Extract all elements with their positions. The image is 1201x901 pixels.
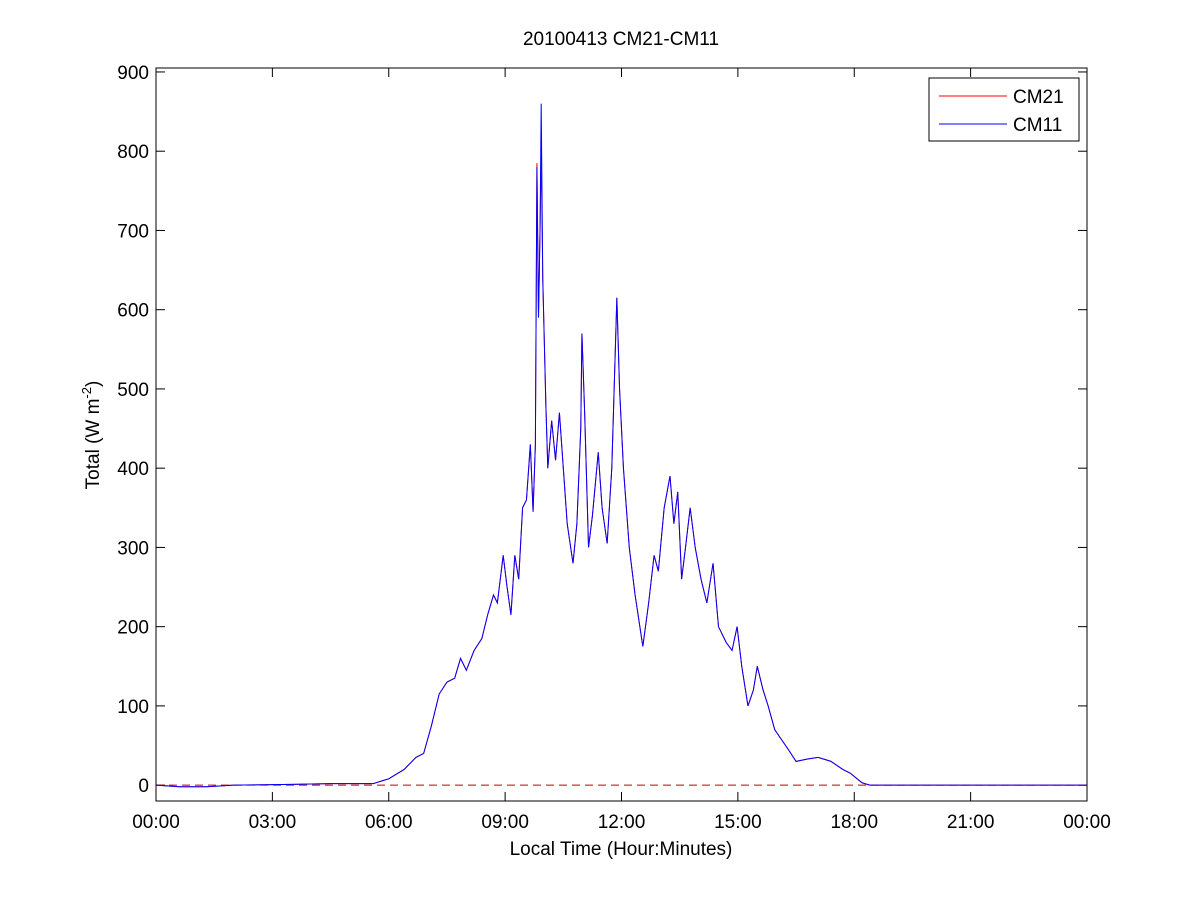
y-axis-label-text: Total (W m (83, 399, 104, 490)
x-tick-label: 15:00 (714, 812, 762, 833)
legend-label: CM11 (1013, 115, 1062, 136)
y-tick-label: 0 (138, 776, 149, 797)
legend-box (928, 77, 1080, 142)
y-tick-label: 200 (117, 618, 149, 639)
y-axis-label-sup: -2 (79, 387, 94, 399)
chart-title: 20100413 CM21-CM11 (523, 29, 719, 50)
x-tick-label: 00:00 (132, 812, 180, 833)
y-tick-label: 500 (117, 380, 149, 401)
axes-box (155, 67, 1088, 802)
x-tick-label: 21:00 (947, 812, 995, 833)
y-tick-label: 700 (117, 221, 149, 242)
x-tick-label: 00:00 (1063, 812, 1111, 833)
x-tick-label: 03:00 (249, 812, 297, 833)
y-tick-label: 600 (117, 301, 149, 322)
y-tick-label: 800 (117, 142, 149, 163)
y-tick-label: 400 (117, 459, 149, 480)
x-tick-label: 09:00 (481, 812, 529, 833)
y-axis-label: Total (W m-2) (79, 381, 104, 490)
y-axis-label-end: ) (83, 381, 104, 387)
y-tick-label: 300 (117, 538, 149, 559)
x-tick-label: 06:00 (365, 812, 413, 833)
y-tick-label: 100 (117, 697, 149, 718)
y-tick-label: 900 (117, 63, 149, 84)
x-axis-label: Local Time (Hour:Minutes) (510, 839, 733, 860)
series-line (155, 103, 1087, 788)
legend-label: CM21 (1013, 87, 1064, 108)
x-tick-label: 18:00 (830, 812, 878, 833)
x-tick-label: 12:00 (598, 812, 646, 833)
